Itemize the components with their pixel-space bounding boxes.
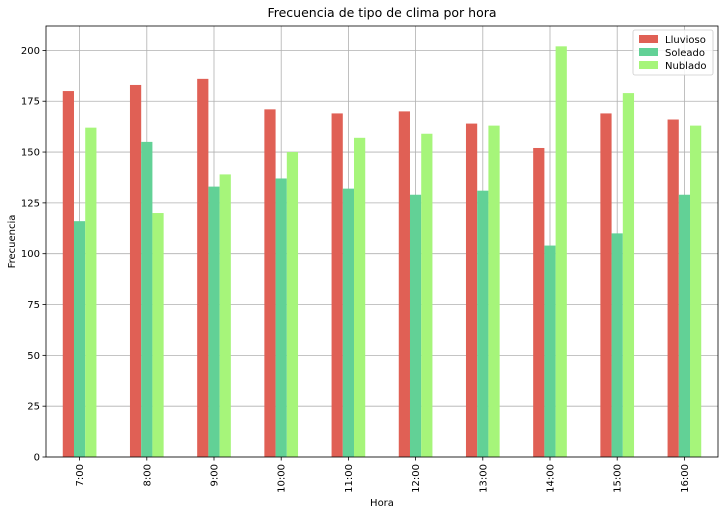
bar-lluvioso-1300	[465, 123, 478, 458]
y-axis-label: Frecuencia	[7, 215, 18, 269]
x-tick-label: 16:00	[680, 464, 691, 493]
legend-swatch-nublado	[639, 61, 658, 69]
bar-nublado-1400	[555, 46, 567, 457]
bars	[62, 46, 702, 458]
bar-soleado-1200	[409, 194, 422, 457]
x-axis: 7:00 8:00 9:00 10:00 11:00 12:00 13:00 14:00 15:…	[75, 457, 691, 493]
bar-lluvioso-800	[129, 84, 142, 457]
x-axis-label: Hora	[370, 498, 394, 509]
x-tick-label: 14:00	[546, 464, 557, 493]
bar-lluvioso-1500	[600, 113, 612, 458]
bar-nublado-1600	[690, 125, 702, 458]
bar-lluvioso-1200	[398, 111, 410, 458]
bar-soleado-1000	[275, 178, 287, 457]
y-tick-label: 75	[27, 300, 40, 311]
plot-frame	[45, 25, 719, 458]
y-tick-label: 25	[27, 402, 40, 413]
bar-soleado-1300	[477, 190, 489, 457]
legend-label-soleado: Soleado	[665, 48, 705, 59]
bar-soleado-700	[73, 221, 86, 457]
bar-soleado-1500	[611, 233, 623, 457]
legend-label-nublado: Nublado	[665, 61, 707, 72]
bar-lluvioso-700	[62, 91, 74, 457]
bar-lluvioso-1600	[667, 119, 679, 458]
legend-swatch-lluvioso	[639, 35, 658, 43]
y-tick-label: 175	[21, 97, 40, 108]
bar-soleado-800	[141, 141, 153, 457]
bar-nublado-900	[219, 174, 231, 457]
legend: Lluvioso Soleado Nublado	[632, 29, 714, 76]
x-tick-label: 15:00	[613, 464, 624, 493]
chart-title: Frecuencia de tipo de clima por hora	[267, 5, 496, 20]
y-tick-label: 50	[27, 351, 40, 362]
legend-swatch-soleado	[639, 48, 658, 56]
bar-nublado-1300	[488, 125, 500, 458]
legend-label-lluvioso: Lluvioso	[665, 35, 706, 46]
bar-nublado-1200	[421, 133, 433, 457]
bar-lluvioso-1000	[264, 109, 276, 458]
bar-nublado-1000	[286, 152, 299, 457]
bar-lluvioso-1100	[331, 113, 343, 458]
bar-nublado-1100	[354, 137, 366, 457]
y-tick-label: 125	[21, 198, 40, 209]
bar-nublado-1500	[622, 93, 635, 457]
x-tick-label: 9:00	[210, 464, 221, 486]
y-tick-label: 200	[21, 46, 40, 57]
y-tick-label: 150	[21, 148, 40, 159]
bar-soleado-900	[208, 186, 220, 457]
bar-soleado-1600	[678, 194, 691, 457]
bar-soleado-1100	[342, 188, 355, 457]
x-tick-label: 8:00	[142, 464, 153, 486]
x-tick-label: 11:00	[344, 464, 355, 493]
x-tick-label: 12:00	[411, 464, 422, 493]
x-tick-label: 10:00	[277, 464, 288, 493]
bar-soleado-1400	[544, 245, 556, 457]
bar-nublado-800	[152, 213, 164, 457]
y-tick-label: 0	[34, 453, 40, 464]
x-tick-label: 7:00	[75, 464, 86, 486]
y-tick-label: 100	[21, 249, 40, 260]
bar-nublado-700	[85, 127, 97, 457]
bar-lluvioso-900	[197, 78, 209, 457]
x-tick-label: 13:00	[478, 464, 489, 493]
y-axis: 0 25 50 75 100 125 150 175 200	[21, 46, 46, 464]
bar-lluvioso-1400	[533, 147, 545, 457]
